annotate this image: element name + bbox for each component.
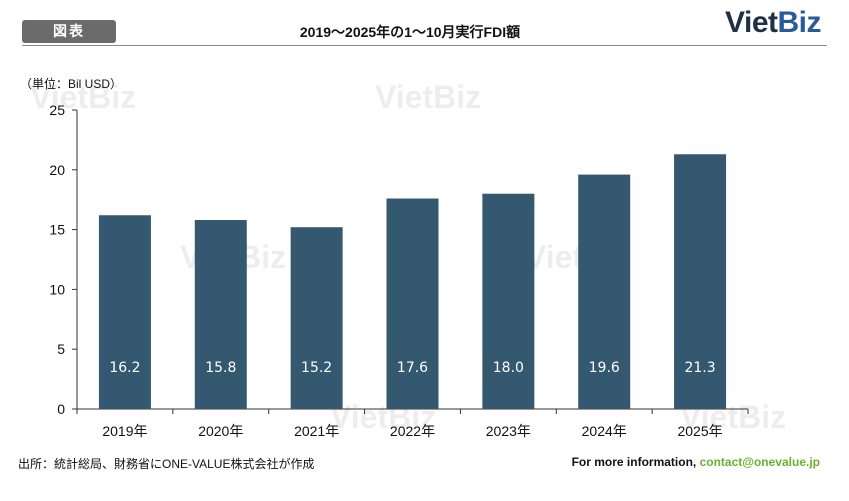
watermark-text: VietBiz <box>30 79 136 115</box>
x-tick-label: 2021年 <box>294 423 339 439</box>
x-tick-label: 2025年 <box>677 423 722 439</box>
unit-label: （単位：Bil USD） <box>20 76 122 91</box>
bar-data-label: 18.0 <box>493 360 524 376</box>
contact-email-link[interactable]: contact@onevalue.jp <box>699 455 820 469</box>
y-tick-label: 15 <box>49 222 65 238</box>
y-tick-label: 0 <box>57 401 65 417</box>
bar <box>386 198 439 409</box>
bar <box>674 154 727 409</box>
y-tick-label: 5 <box>57 341 65 357</box>
bars <box>98 154 727 409</box>
y-tick-label: 25 <box>49 102 65 118</box>
bar-data-label: 15.2 <box>301 360 332 376</box>
figure-tag: 図表 <box>22 20 116 43</box>
bar <box>482 193 535 409</box>
source-note: 出所：統計総局、財務省にONE-VALUE株式会社が作成 <box>18 457 315 471</box>
bar-data-label: 21.3 <box>684 360 715 376</box>
bar <box>194 220 247 409</box>
bar-data-label: 17.6 <box>397 360 428 376</box>
y-tick-label: 20 <box>49 162 65 178</box>
chart-title: 2019～2025年の1～10月実行FDI額 <box>299 24 521 40</box>
bar-data-label: 19.6 <box>589 360 620 376</box>
x-tick-label: 2023年 <box>486 423 531 439</box>
x-tick-label: 2019年 <box>102 423 147 439</box>
bar <box>578 174 631 409</box>
bar-data-label: 15.8 <box>205 360 236 376</box>
axes: 0 5 10 15 20 25 2019年 2020年 2021年 2022年 2023年 2024年… <box>49 102 749 439</box>
x-tick-label: 2020年 <box>198 423 243 439</box>
vietbiz-logo: VietBiz <box>725 6 821 39</box>
contact-note: For more information, contact@onevalue.j… <box>572 455 820 469</box>
header-divider <box>22 45 827 46</box>
contact-prefix: For more information, <box>571 455 697 469</box>
bar <box>290 227 343 409</box>
x-tick-label: 2024年 <box>582 423 627 439</box>
data-labels: 16.2 15.8 15.2 17.6 18.0 19.6 21.3 <box>109 360 715 376</box>
y-tick-label: 10 <box>49 281 65 297</box>
bar-data-label: 16.2 <box>109 360 140 376</box>
bar <box>98 215 151 409</box>
watermark-text: VietBiz <box>375 79 481 115</box>
x-tick-label: 2022年 <box>390 423 435 439</box>
